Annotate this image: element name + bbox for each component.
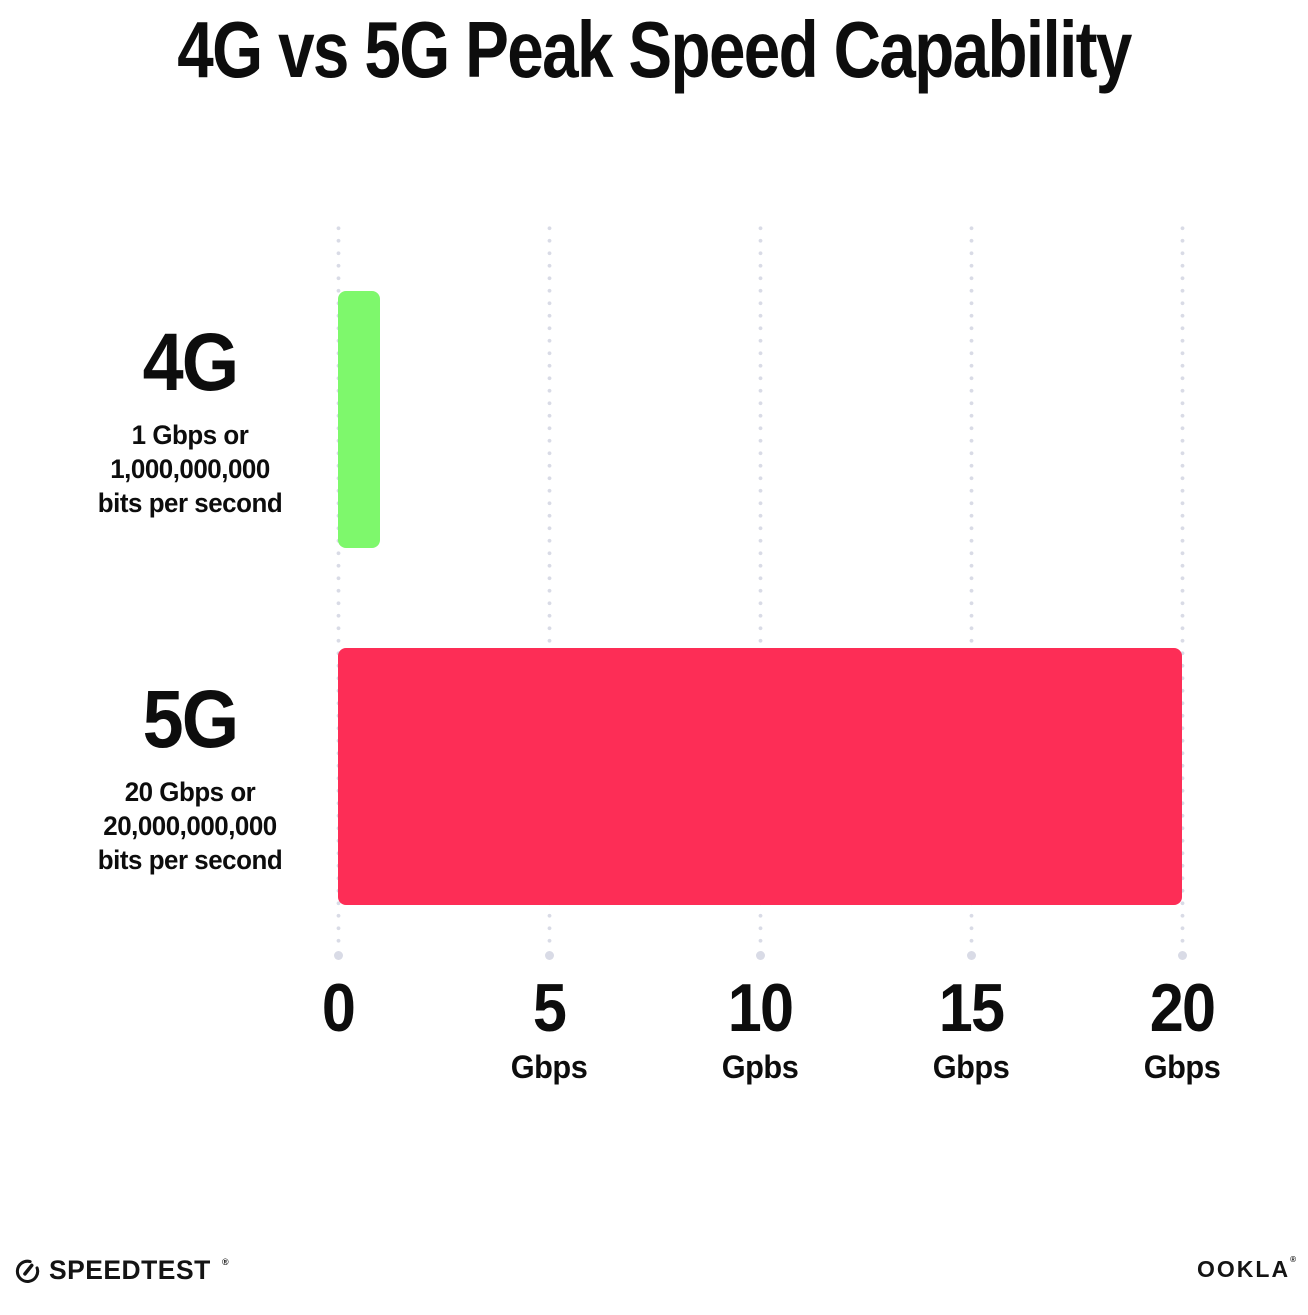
x-tick-0: 0 — [228, 974, 448, 1042]
category-description-line: 1 Gbps or — [131, 420, 249, 450]
gridline-15 — [968, 222, 974, 944]
x-tick-unit: Gbps — [510, 1049, 588, 1085]
x-tick-unit: Gpbs — [721, 1049, 799, 1085]
category-description: 20 Gbps or 20,000,000,000 bits per second — [46, 775, 334, 877]
x-tick-value: 10 — [727, 970, 794, 1046]
gridline-10 — [757, 222, 763, 944]
gridline-0 — [335, 222, 341, 944]
x-tick-15: 15 Gbps — [861, 974, 1081, 1085]
chart-title: 4G vs 5G Peak Speed Capability — [177, 5, 1132, 94]
bar-4g — [338, 291, 381, 548]
ookla-logo: OOKLA ® — [1197, 1255, 1296, 1282]
category-description: 1 Gbps or 1,000,000,000 bits per second — [46, 418, 334, 520]
speedtest-gauge-icon — [14, 1257, 41, 1284]
gridline-end-dot-10 — [755, 950, 765, 960]
category-description-line: 20 Gbps or — [124, 777, 256, 807]
category-name: 4G — [142, 317, 240, 408]
speedtest-registered-mark: ® — [222, 1257, 229, 1267]
category-description-line: 20,000,000,000 — [103, 811, 277, 841]
category-name: 5G — [142, 674, 240, 765]
gridline-end-dot-5 — [544, 950, 554, 960]
ookla-registered-mark: ® — [1290, 1255, 1296, 1264]
x-tick-value: 0 — [321, 970, 356, 1046]
category-description-line: bits per second — [97, 845, 283, 875]
x-tick-10: 10 Gpbs — [650, 974, 870, 1085]
speedtest-wordmark: SPEEDTEST — [49, 1254, 211, 1285]
x-tick-unit: Gbps — [1143, 1049, 1221, 1085]
x-tick-5: 5 Gbps — [439, 974, 659, 1085]
category-label-5g: 5G 20 Gbps or 20,000,000,000 bits per secon… — [40, 679, 340, 877]
gridline-20 — [1179, 222, 1185, 944]
ookla-wordmark: OOKLA — [1197, 1256, 1291, 1282]
x-tick-value: 20 — [1149, 970, 1216, 1046]
x-tick-value: 15 — [938, 970, 1005, 1046]
gridline-5 — [546, 222, 552, 944]
x-tick-20: 20 Gbps — [1072, 974, 1292, 1085]
x-tick-unit: Gbps — [932, 1049, 1010, 1085]
gridline-end-dot-20 — [1177, 950, 1187, 960]
category-label-4g: 4G 1 Gbps or 1,000,000,000 bits per second — [40, 322, 340, 520]
category-description-line: bits per second — [97, 488, 283, 518]
category-description-line: 1,000,000,000 — [110, 454, 270, 484]
gridline-end-dot-0 — [333, 950, 343, 960]
x-tick-value: 5 — [532, 970, 567, 1046]
gridline-end-dot-15 — [966, 950, 976, 960]
speedtest-logo: SPEEDTEST ® — [14, 1254, 229, 1286]
bar-5g — [338, 648, 1182, 905]
